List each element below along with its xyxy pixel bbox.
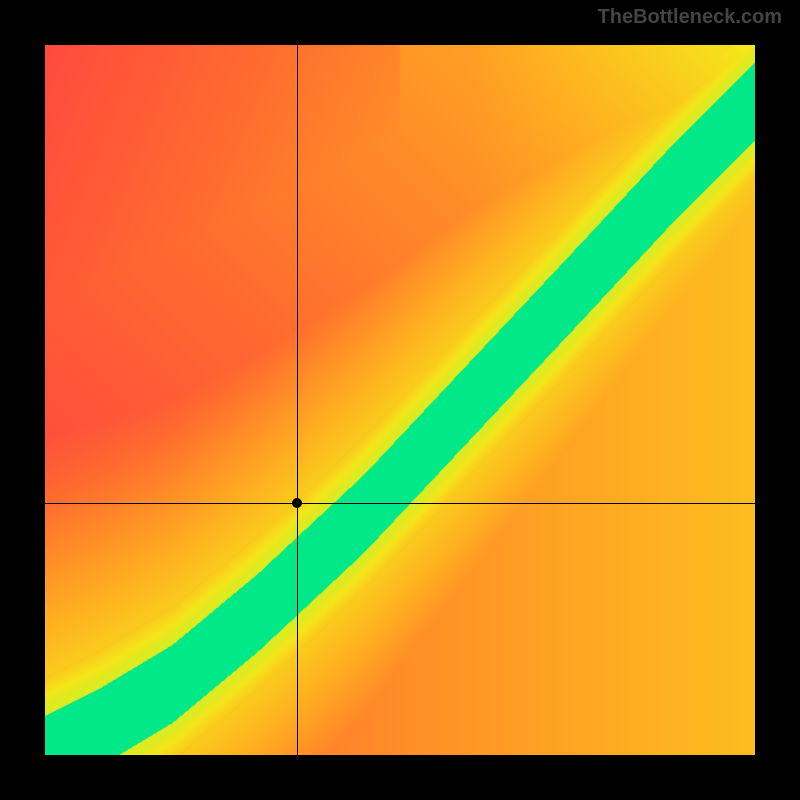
plot-area <box>45 45 755 755</box>
crosshair-horizontal <box>45 503 755 504</box>
chart-container: TheBottleneck.com <box>0 0 800 800</box>
crosshair-vertical <box>297 45 298 755</box>
watermark-text: TheBottleneck.com <box>598 6 782 29</box>
heatmap-canvas <box>45 45 755 755</box>
crosshair-marker <box>292 498 302 508</box>
